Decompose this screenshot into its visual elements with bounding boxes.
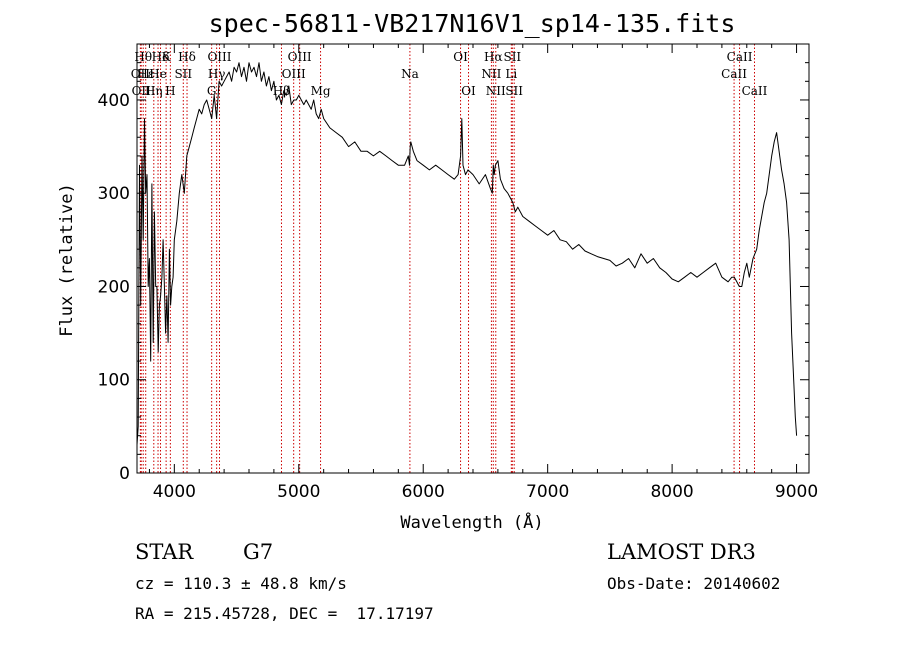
line-marker-label: Hθ: [134, 50, 152, 64]
line-marker-label: SII: [174, 67, 192, 81]
line-marker-labels: OIIOIIHθHεHηHeHδKHSIIHδGHγOIIIHβOIIIOIII…: [131, 50, 768, 98]
line-marker-label: Hδ: [178, 50, 196, 64]
obs-date: Obs-Date: 20140602: [607, 574, 781, 593]
line-marker-label: Hγ: [208, 67, 226, 81]
subclass: G7: [243, 540, 274, 564]
x-tick-label: 7000: [526, 482, 569, 502]
line-marker-label: OIII: [282, 67, 306, 81]
chart-title: spec-56811-VB217N16V1_sp14-135.fits: [209, 9, 736, 38]
x-tick-label: 5000: [277, 482, 320, 502]
line-marker-label: CaII: [721, 67, 747, 81]
line-marker-label: Li: [505, 67, 517, 81]
coordinates: RA = 215.45728, DEC = 17.17197: [135, 604, 434, 623]
line-marker-label: OII: [131, 67, 151, 81]
line-marker-label: OIII: [207, 50, 231, 64]
y-tick-label: 0: [119, 464, 130, 484]
line-marker-label: G: [207, 84, 217, 98]
y-tick-label: 300: [98, 184, 130, 204]
y-tick-label: 400: [98, 91, 130, 111]
line-marker-label: OI: [461, 84, 476, 98]
x-tick-label: 9000: [775, 482, 818, 502]
x-tick-label: 4000: [153, 482, 196, 502]
spectrum-line: [136, 62, 798, 446]
line-marker-label: Hδ: [152, 50, 170, 64]
line-marker-label: He: [149, 67, 167, 81]
line-marker-label: OII: [132, 84, 152, 98]
line-marker-label: OIII: [288, 50, 312, 64]
y-axis-label: Flux (relative): [57, 183, 77, 337]
line-marker-label: Hε: [137, 67, 154, 81]
object-class: STAR: [135, 540, 194, 564]
line-marker-label: Hη: [145, 84, 163, 98]
x-axis-ticks: 4000 5000 6000 7000 8000 9000: [148, 44, 818, 502]
line-marker-label: K: [162, 50, 172, 64]
redshift-readout: cz = 110.3 ± 48.8 km/s: [135, 574, 347, 593]
plot-frame: [136, 43, 810, 474]
x-axis-label: Wavelength (Å): [400, 511, 543, 533]
line-markers: [139, 44, 755, 473]
survey-name: LAMOST DR3: [607, 540, 756, 564]
line-marker-label: Hα: [484, 50, 503, 64]
line-marker-label: CaII: [727, 50, 753, 64]
line-marker-label: H: [165, 84, 175, 98]
line-marker-label: Na: [401, 67, 419, 81]
y-tick-label: 200: [98, 277, 130, 297]
x-tick-label: 6000: [402, 482, 445, 502]
y-tick-label: 100: [98, 371, 130, 391]
line-marker-label: NII: [481, 67, 501, 81]
x-tick-label: 8000: [650, 482, 693, 502]
line-marker-label: OI: [453, 50, 468, 64]
line-marker-label: CaII: [742, 84, 768, 98]
line-marker-label: SII: [503, 50, 521, 64]
y-axis-ticks: 0 100 200 300 400: [98, 62, 809, 484]
line-marker-label: NII: [486, 84, 506, 98]
line-marker-label: SII: [505, 84, 523, 98]
line-marker-label: Mg: [311, 84, 331, 98]
